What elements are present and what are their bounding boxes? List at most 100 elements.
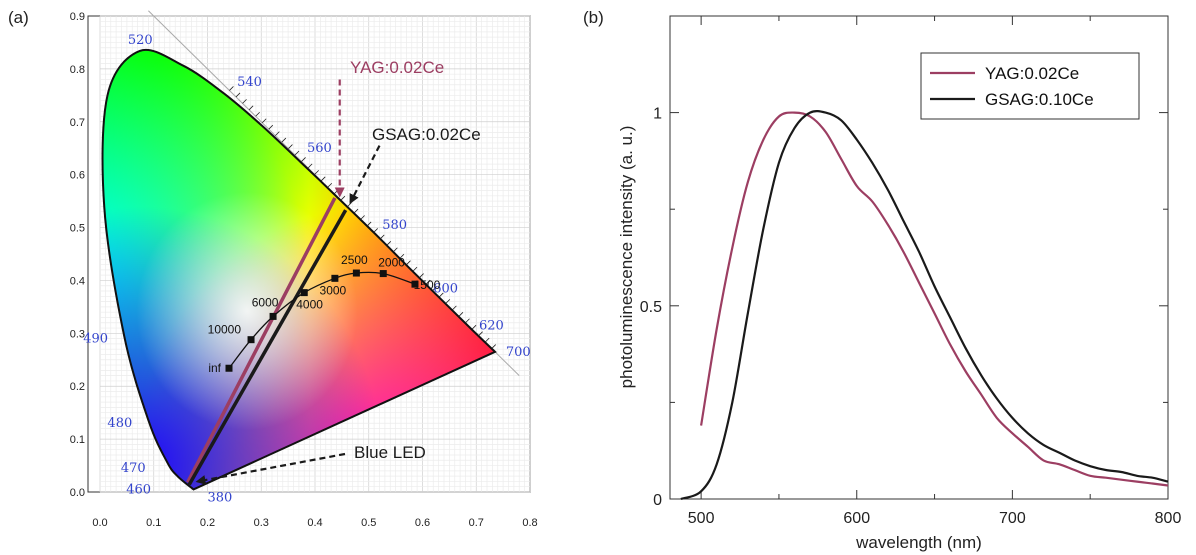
locus-tick xyxy=(242,99,247,104)
spectral-locus xyxy=(101,48,497,491)
wavelength-label-480: 480 xyxy=(107,416,132,431)
led-lines xyxy=(186,197,348,486)
locus-tick xyxy=(235,92,241,98)
pl-series xyxy=(680,110,1169,501)
y-tick-label: 0.0 xyxy=(70,487,85,499)
wavelength-label-470: 470 xyxy=(121,461,146,476)
locus-tick xyxy=(393,247,398,253)
locus-tick xyxy=(452,305,457,311)
locus-tick xyxy=(261,118,267,124)
locus-tick xyxy=(484,337,490,343)
locus-tick xyxy=(327,182,333,188)
x-tick-label: 0.2 xyxy=(200,517,215,529)
locus-tick xyxy=(294,150,300,156)
planck-point-3000 xyxy=(331,274,339,282)
pl-line-yag xyxy=(700,111,1169,487)
locus-tick xyxy=(288,144,293,149)
wavelength-label-540: 540 xyxy=(237,75,262,90)
planck-point-10000 xyxy=(247,336,255,344)
pl-spectrum-chart: 500 600 700 800 0 0.5 1 wavelength (nm) photol… xyxy=(617,15,1182,552)
y-tick-label: 0.8 xyxy=(70,64,85,76)
locus-tick xyxy=(275,131,280,136)
cie-annotations: YAG:0.02Ce GSAG:0.02Ce Blue LED xyxy=(195,58,481,485)
planck-point-1500 xyxy=(411,280,419,288)
y-tick-label: 0.4 xyxy=(70,275,85,287)
planck-label-3000: 3000 xyxy=(320,283,347,297)
locus-tick xyxy=(301,157,306,162)
planck-point-2000 xyxy=(379,270,387,278)
led-line-yag xyxy=(186,197,337,484)
pl-line-gsag xyxy=(680,110,1169,501)
planck-label-6000: 6000 xyxy=(252,295,279,309)
panel-a-label: (a) xyxy=(8,8,29,27)
locus-tick xyxy=(386,241,392,246)
planck-label-2000: 2000 xyxy=(378,256,405,270)
wavelength-label-620: 620 xyxy=(479,318,504,333)
planck-label-4000: 4000 xyxy=(296,298,323,312)
planck-point-4000 xyxy=(300,289,308,297)
locus-tick xyxy=(412,266,418,272)
planck-label-inf: inf xyxy=(208,361,221,375)
planck-label-2500: 2500 xyxy=(341,253,368,267)
locus-tick xyxy=(255,111,260,117)
y-tick-label: 0.1 xyxy=(70,434,85,446)
wavelength-label-560: 560 xyxy=(307,141,332,156)
locus-tick xyxy=(379,234,385,240)
wavelength-label-460: 460 xyxy=(126,482,151,497)
y-axis-label: photoluminescence intensity (a. u.) xyxy=(617,126,636,389)
annotation-arrow-2 xyxy=(195,452,346,485)
planck-point-6000 xyxy=(269,312,277,320)
spectral-locus-ticks xyxy=(229,86,497,349)
wavelength-label-490: 490 xyxy=(83,332,108,347)
annotation-label-2: Blue LED xyxy=(354,443,426,462)
locus-tick xyxy=(445,299,451,304)
x-tick-label: 600 xyxy=(843,510,870,527)
x-tick-label: 700 xyxy=(999,510,1026,527)
locus-tick xyxy=(406,260,411,265)
legend-entry-gsag: GSAG:0.10Ce xyxy=(985,90,1094,109)
locus-tick xyxy=(353,208,359,214)
y-tick-label: 1 xyxy=(653,106,662,123)
locus-tick xyxy=(425,279,431,285)
x-tick-label: 0.6 xyxy=(415,517,430,529)
cie-axes: 0.0 0.1 0.2 0.3 0.4 0.5 0.6 0.7 0.8 0.0 0.1 0.2 0.3 0… xyxy=(70,11,538,529)
locus-tick xyxy=(465,318,470,324)
planck-point-2500 xyxy=(352,269,360,277)
x-tick-label: 500 xyxy=(688,510,715,527)
legend: YAG:0.02Ce GSAG:0.10Ce xyxy=(920,52,1140,120)
locus-tick xyxy=(458,312,464,317)
wavelength-label-600: 600 xyxy=(433,281,458,296)
y-tick-label: 0.9 xyxy=(70,11,85,23)
planck-point-inf xyxy=(225,364,233,372)
locus-tick xyxy=(478,331,483,336)
x-tick-label: 0.3 xyxy=(254,517,269,529)
y-tick-label: 0.6 xyxy=(70,170,85,182)
x-tick-label: 800 xyxy=(1155,510,1182,527)
led-line-gsag xyxy=(187,209,348,486)
planck-label-10000: 10000 xyxy=(208,323,242,337)
annotation-label-1: GSAG:0.02Ce xyxy=(372,125,481,144)
panel-b-label: (b) xyxy=(583,8,604,27)
annotation-arrow-1 xyxy=(349,145,381,205)
wavelength-label-380: 380 xyxy=(208,490,233,505)
y-tick-label: 0.7 xyxy=(70,117,85,129)
y-tick-label: 0.2 xyxy=(70,381,85,393)
locus-tick xyxy=(229,86,234,91)
x-tick-label: 0.0 xyxy=(92,517,107,529)
y-tick-label: 0.5 xyxy=(70,223,85,235)
locus-tick xyxy=(320,176,326,182)
wavelength-label-520: 520 xyxy=(128,33,153,48)
annotation-label-0: YAG:0.02Ce xyxy=(350,58,444,77)
planck-label-1500: 1500 xyxy=(414,278,441,292)
x-tick-label: 0.7 xyxy=(469,517,484,529)
x-tick-label: 0.4 xyxy=(307,517,322,529)
x-tick-label: 0.8 xyxy=(522,517,537,529)
x-tick-label: 0.1 xyxy=(146,517,161,529)
locus-tick xyxy=(366,221,372,227)
x-axis-label: wavelength (nm) xyxy=(855,533,982,552)
locus-tick xyxy=(438,292,444,298)
locus-tick xyxy=(399,253,405,259)
